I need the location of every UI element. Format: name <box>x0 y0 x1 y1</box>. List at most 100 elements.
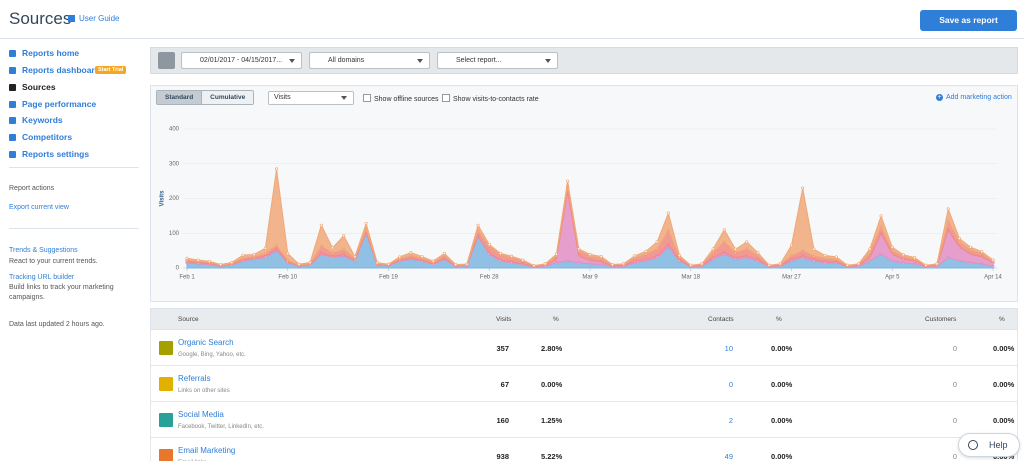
point <box>330 246 335 250</box>
table-cell: 49 <box>724 452 733 461</box>
x-tick-label: Apr 5 <box>885 275 900 281</box>
actions-title: Report actions <box>9 185 55 192</box>
table-row: Email MarketingEmail links9385.22%490.00… <box>150 438 1018 461</box>
source-desc: Facebook, Twitter, LinkedIn, etc. <box>178 424 264 430</box>
table-cell: 160 <box>496 416 509 425</box>
header-divider <box>0 38 1024 39</box>
table-cell: 0.00% <box>771 416 793 425</box>
nav-item[interactable]: Keywords <box>9 115 63 125</box>
point <box>700 262 704 266</box>
source-name[interactable]: Referrals <box>178 374 211 383</box>
nav-item[interactable]: Reports dashboard <box>9 65 100 75</box>
y-tick-label: 200 <box>169 196 180 202</box>
x-tick-label: Mar 27 <box>782 275 801 281</box>
table-cell: 2.80% <box>541 344 563 353</box>
point <box>778 262 782 266</box>
source-name[interactable]: Social Media <box>178 410 224 419</box>
source-desc: Links on other sites <box>178 388 230 394</box>
y-tick-label: 100 <box>169 231 180 237</box>
table-cell: 938 <box>496 452 509 461</box>
chart-toggle[interactable] <box>158 52 175 69</box>
trends-link[interactable]: Trends & Suggestions <box>9 247 78 254</box>
tab[interactable]: Standard <box>157 91 202 104</box>
column-header: Contacts <box>708 316 734 323</box>
point <box>969 245 973 249</box>
column-header: Visits <box>496 316 512 323</box>
save-report-button[interactable]: Save as report <box>920 10 1017 31</box>
point <box>375 261 379 265</box>
table-header: Source Visits % Contacts % Customers % <box>150 308 1018 330</box>
point <box>442 251 447 255</box>
point <box>901 253 905 257</box>
point <box>913 256 917 260</box>
point <box>644 249 648 253</box>
table-cell: 0.00% <box>771 452 793 461</box>
point <box>207 259 211 263</box>
table-cell: 0 <box>952 380 957 389</box>
source-name[interactable]: Email Marketing <box>178 446 236 455</box>
nav-label: Page performance <box>22 99 97 109</box>
point <box>398 255 402 259</box>
date-select[interactable]: 02/01/2017 - 04/15/2017... <box>181 52 302 69</box>
nav-item[interactable]: Competitors <box>9 132 72 142</box>
nav-item[interactable]: Reports settings <box>9 149 89 159</box>
user-guide-link[interactable]: User Guide <box>68 14 119 23</box>
point <box>263 246 267 250</box>
trends-desc: React to your current trends. <box>9 258 98 265</box>
point <box>610 262 614 267</box>
nav-label: Reports home <box>22 48 80 58</box>
point <box>622 262 626 266</box>
nav-item[interactable]: Sources <box>9 82 56 92</box>
point <box>275 167 279 171</box>
add-action-link[interactable]: Add marketing action <box>936 94 1012 101</box>
point <box>386 262 391 266</box>
x-tick-label: Feb 1 <box>179 275 195 281</box>
point <box>946 207 950 211</box>
nav-label: Sources <box>22 82 56 92</box>
point <box>868 247 872 251</box>
point <box>666 211 670 215</box>
source-desc: Google, Bing, Yahoo, etc. <box>178 352 246 358</box>
help-button[interactable]: Help <box>958 433 1020 457</box>
point <box>286 251 290 255</box>
point <box>857 262 861 266</box>
x-tick-label: Feb 19 <box>379 275 398 281</box>
point <box>980 250 984 254</box>
trial-badge: Start Trial <box>95 66 127 74</box>
x-tick-label: Feb 28 <box>480 275 499 281</box>
tracking-link[interactable]: Tracking URL builder <box>9 274 75 281</box>
point <box>789 243 794 247</box>
table-cell: 0 <box>952 344 957 353</box>
rate-checkbox[interactable]: Show visits-to-contacts rate <box>442 94 539 103</box>
nav-item[interactable]: Reports home <box>9 48 79 58</box>
view-tabs: Standard Cumulative <box>156 90 255 105</box>
x-tick-label: Apr 14 <box>984 275 1002 281</box>
offline-checkbox[interactable]: Show offline sources <box>363 94 438 103</box>
column-header: Source <box>178 316 199 323</box>
point <box>845 263 850 267</box>
point <box>689 263 693 267</box>
domain-select[interactable]: All domains <box>309 52 430 69</box>
column-header: % <box>553 316 559 323</box>
point <box>409 251 413 255</box>
metric-select[interactable]: Visits <box>268 91 354 105</box>
point <box>722 228 726 232</box>
nav-item[interactable]: Page performance <box>9 99 96 109</box>
point <box>476 223 480 227</box>
tab[interactable]: Cumulative <box>201 91 254 104</box>
table-cell: 357 <box>496 344 509 353</box>
point <box>879 214 883 218</box>
point <box>454 262 458 267</box>
table-row: Social Media Facebook, Twitter, LinkedIn,… <box>150 402 1018 438</box>
export-link[interactable]: Export current view <box>9 204 69 211</box>
report-select[interactable]: Select report... <box>437 52 558 69</box>
column-header: Customers <box>925 316 957 323</box>
y-axis-label: Visits <box>160 190 166 207</box>
point <box>678 253 682 258</box>
chart: Visits 0 100 200 300 400 Feb 1 Feb 10 Feb 19 Feb … <box>160 127 1003 281</box>
table-cell: 0.00% <box>993 344 1015 353</box>
point <box>812 247 816 251</box>
point <box>957 236 961 241</box>
point <box>767 263 771 267</box>
source-name[interactable]: Organic Search <box>178 338 234 347</box>
